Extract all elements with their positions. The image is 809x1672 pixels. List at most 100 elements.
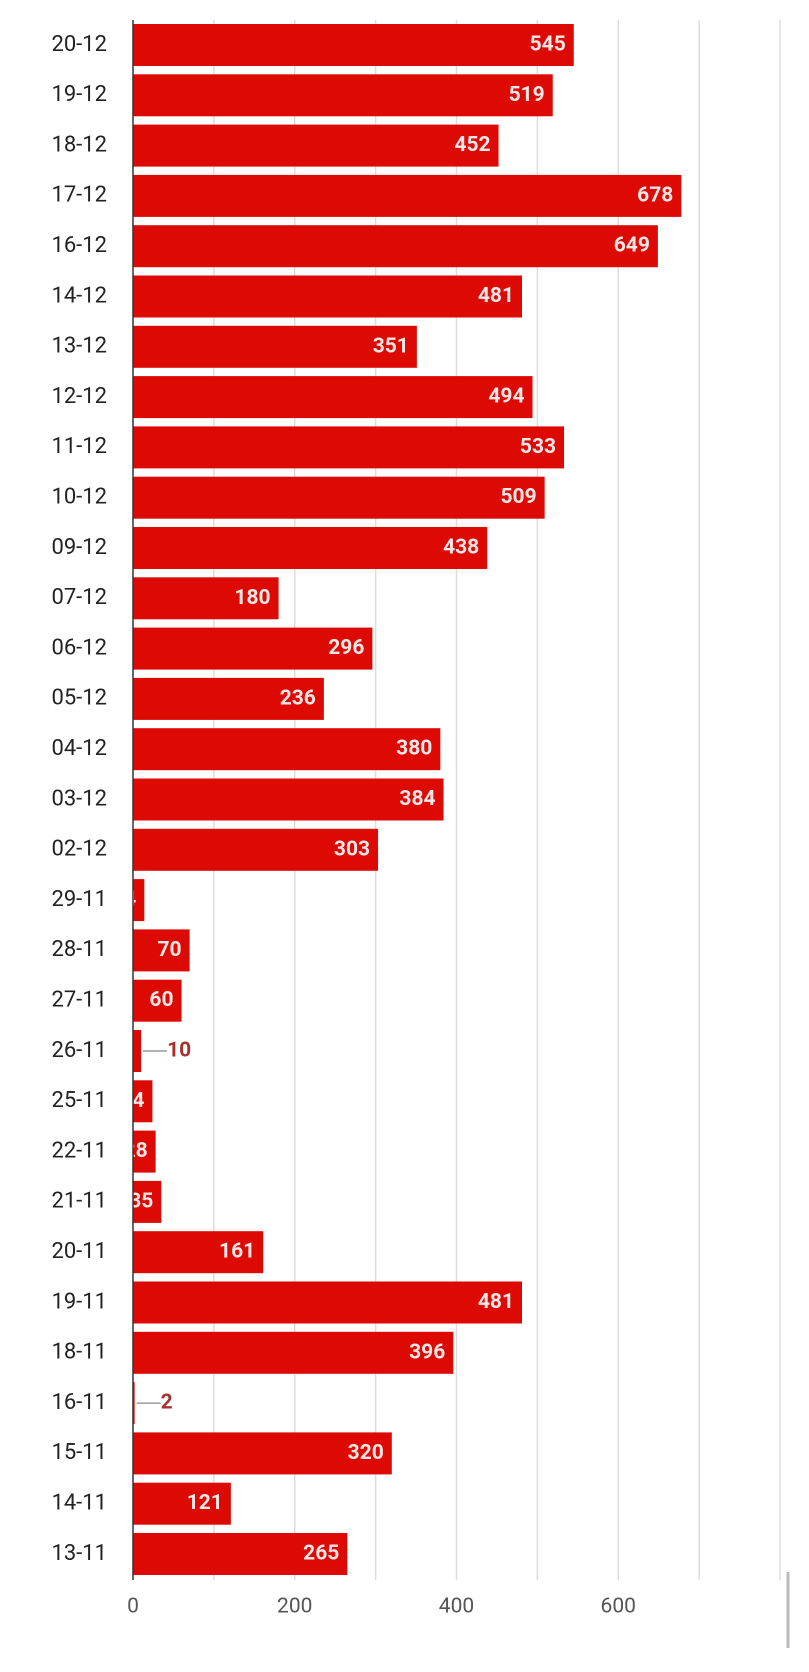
y-tick-label: 07-12 xyxy=(51,585,107,610)
bar xyxy=(133,778,444,821)
value-label: 649 xyxy=(614,234,650,258)
y-tick-label: 18-12 xyxy=(51,132,107,157)
value-label: 14 xyxy=(112,888,136,912)
y-tick-label: 21-11 xyxy=(51,1189,107,1214)
bar xyxy=(133,1382,135,1425)
bar xyxy=(133,1482,231,1525)
value-label: 60 xyxy=(149,988,173,1012)
value-label: 236 xyxy=(280,686,316,710)
y-tick-label: 27-11 xyxy=(51,988,107,1013)
value-label: 10 xyxy=(167,1039,191,1063)
bar xyxy=(133,879,145,922)
value-label: 533 xyxy=(520,435,556,459)
value-label: 396 xyxy=(409,1340,445,1364)
value-label: 70 xyxy=(158,938,182,962)
y-tick-label: 13-11 xyxy=(51,1541,107,1566)
value-label: 351 xyxy=(373,334,409,358)
y-tick-label: 02-12 xyxy=(51,837,107,862)
y-tick-label: 03-12 xyxy=(51,786,107,811)
bar xyxy=(133,124,499,167)
y-tick-label: 15-11 xyxy=(51,1440,107,1465)
bar xyxy=(133,275,523,318)
bar xyxy=(133,426,565,469)
y-tick-label: 06-12 xyxy=(51,635,107,660)
bar xyxy=(133,174,682,217)
bar xyxy=(133,1331,454,1374)
value-label: 519 xyxy=(509,83,545,107)
y-tick-label: 20-12 xyxy=(51,32,107,57)
value-label: 452 xyxy=(454,133,490,157)
bar xyxy=(133,577,279,620)
y-tick-label: 26-11 xyxy=(51,1038,107,1063)
x-tick-label: 400 xyxy=(439,1595,474,1619)
y-tick-label: 13-12 xyxy=(51,334,107,359)
value-label: 2 xyxy=(161,1391,173,1415)
value-label: 28 xyxy=(124,1139,148,1163)
y-tick-label: 29-11 xyxy=(51,887,107,912)
y-tick-label: 16-11 xyxy=(51,1390,107,1415)
x-tick-label: 0 xyxy=(127,1595,139,1619)
bar xyxy=(133,376,533,419)
y-tick-label: 28-11 xyxy=(51,937,107,962)
value-label: 121 xyxy=(187,1491,223,1515)
y-tick-label: 20-11 xyxy=(51,1239,107,1264)
y-tick-label: 19-11 xyxy=(51,1289,107,1314)
y-tick-label: 11-12 xyxy=(51,434,107,459)
x-tick-label: 600 xyxy=(601,1595,636,1619)
value-label: 296 xyxy=(328,636,364,660)
bar xyxy=(133,325,417,368)
bar xyxy=(133,1231,264,1274)
y-tick-label: 19-12 xyxy=(51,82,107,107)
y-tick-label: 14-11 xyxy=(51,1491,107,1516)
value-label: 481 xyxy=(478,284,514,308)
value-label: 438 xyxy=(443,536,479,560)
y-tick-label: 09-12 xyxy=(51,535,107,560)
value-label: 180 xyxy=(234,586,270,610)
value-label: 303 xyxy=(334,837,370,861)
value-label: 384 xyxy=(399,787,435,811)
value-label: 380 xyxy=(396,737,432,761)
value-label: 678 xyxy=(637,183,673,207)
y-tick-label: 17-12 xyxy=(51,183,107,208)
bar xyxy=(133,1432,392,1475)
bar xyxy=(133,476,545,519)
bar xyxy=(133,929,190,972)
bar xyxy=(133,1533,348,1575)
bar xyxy=(133,1180,162,1223)
value-label: 320 xyxy=(348,1441,384,1465)
value-label: 265 xyxy=(303,1542,339,1566)
bar xyxy=(133,1130,156,1173)
bar xyxy=(133,828,379,871)
bar xyxy=(133,627,373,670)
value-label: 494 xyxy=(488,385,524,409)
bar xyxy=(133,527,488,569)
bar xyxy=(133,677,324,720)
y-tick-label: 05-12 xyxy=(51,686,107,711)
y-tick-label: 12-12 xyxy=(51,384,107,409)
y-tick-label: 22-11 xyxy=(51,1138,107,1163)
value-label: 481 xyxy=(478,1290,514,1314)
value-label: 545 xyxy=(530,33,566,57)
bar xyxy=(133,74,553,117)
bar xyxy=(133,979,182,1022)
y-tick-label: 04-12 xyxy=(51,736,107,761)
value-label: 24 xyxy=(120,1089,144,1113)
bar xyxy=(133,728,441,771)
value-label: 161 xyxy=(219,1240,255,1264)
y-tick-label: 14-12 xyxy=(51,283,107,308)
y-tick-label: 10-12 xyxy=(51,485,107,510)
value-label: 35 xyxy=(129,1189,153,1213)
bar xyxy=(133,225,658,268)
y-tick-label: 25-11 xyxy=(51,1088,107,1113)
bar xyxy=(133,1080,153,1123)
x-tick-label: 200 xyxy=(277,1595,312,1619)
bar xyxy=(133,24,574,66)
label-layer: 545 519 452 678 649 481 351 494 533 509 438 180 296 2… xyxy=(112,33,673,1566)
bar xyxy=(133,1281,523,1324)
y-tick-label: 16-12 xyxy=(51,233,107,258)
value-label: 509 xyxy=(500,485,536,509)
y-tick-label: 18-11 xyxy=(51,1340,107,1365)
bar xyxy=(133,1030,142,1072)
